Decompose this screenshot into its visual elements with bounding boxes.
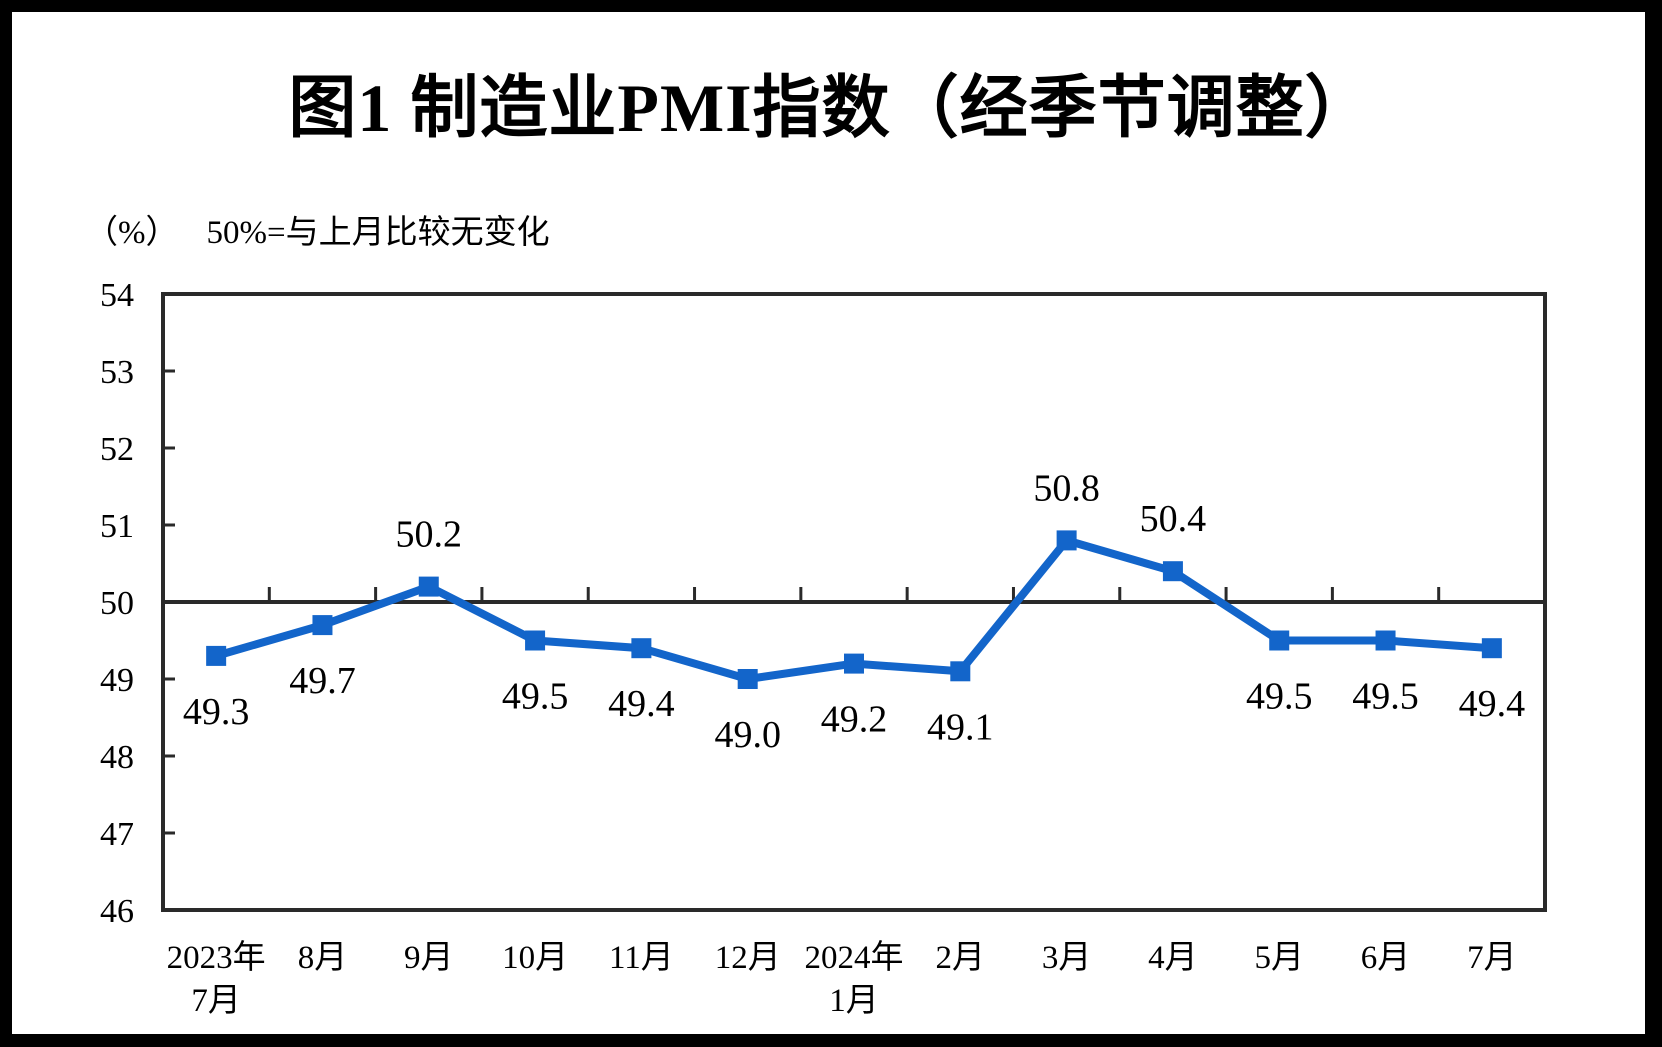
x-axis-label: 2023年 bbox=[167, 939, 266, 976]
data-point-label: 49.4 bbox=[608, 683, 675, 725]
data-point-marker bbox=[525, 630, 546, 651]
x-axis-label: 2月 bbox=[936, 940, 986, 976]
data-point-marker bbox=[737, 669, 758, 689]
y-axis-unit-label: （%） bbox=[85, 215, 179, 251]
y-axis-label: 48 bbox=[100, 739, 134, 776]
data-point-marker bbox=[844, 653, 864, 674]
data-point-marker bbox=[950, 661, 971, 682]
x-axis-label: 10月 bbox=[502, 940, 568, 976]
data-point-label: 49.5 bbox=[1246, 676, 1313, 718]
x-axis-label: 7月 bbox=[1467, 940, 1517, 976]
x-axis-label: 12月 bbox=[715, 940, 781, 976]
data-point-marker bbox=[1481, 638, 1502, 659]
data-point-label: 49.2 bbox=[821, 699, 888, 741]
data-point-label: 49.1 bbox=[927, 706, 994, 748]
y-axis-label: 49 bbox=[100, 662, 134, 699]
data-point-label: 49.0 bbox=[714, 714, 781, 756]
x-axis-label: 6月 bbox=[1361, 940, 1411, 976]
data-point-marker bbox=[1162, 561, 1183, 582]
data-point-label: 49.7 bbox=[289, 660, 356, 702]
x-axis-label: 9月 bbox=[404, 940, 454, 976]
x-axis-label: 8月 bbox=[298, 940, 348, 976]
y-axis-label: 47 bbox=[100, 816, 134, 853]
data-point-label: 49.5 bbox=[1352, 676, 1419, 718]
x-axis-label: 3月 bbox=[1042, 940, 1092, 976]
data-point-label: 50.2 bbox=[396, 514, 463, 556]
y-axis-label: 51 bbox=[100, 508, 134, 545]
y-axis-label: 52 bbox=[100, 431, 134, 468]
x-axis-label: 11月 bbox=[609, 940, 674, 976]
x-axis-label: 5月 bbox=[1254, 940, 1304, 976]
x-axis-label: 2024年 bbox=[805, 939, 904, 976]
data-point-label: 50.8 bbox=[1033, 467, 1100, 509]
data-point-marker bbox=[418, 576, 439, 597]
y-axis-label: 54 bbox=[100, 277, 134, 314]
data-point-label: 50.4 bbox=[1140, 498, 1207, 540]
data-point-marker bbox=[206, 645, 227, 666]
x-axis-label: 4月 bbox=[1148, 940, 1198, 976]
data-point-marker bbox=[1056, 530, 1077, 551]
y-axis-label: 53 bbox=[100, 354, 134, 391]
data-point-label: 49.4 bbox=[1459, 683, 1526, 725]
chart-title: 图1 制造业PMI指数（经季节调整） bbox=[288, 70, 1374, 146]
data-point-marker bbox=[312, 615, 333, 636]
x-axis-label: 1月 bbox=[829, 983, 879, 1019]
chart-subtitle: （%） 50%=与上月比较无变化 bbox=[85, 205, 550, 253]
data-point-marker bbox=[631, 638, 652, 659]
data-point-marker bbox=[1375, 630, 1396, 651]
data-point-label: 49.5 bbox=[502, 676, 569, 718]
y-axis-label: 50 bbox=[100, 585, 134, 622]
x-axis-label: 7月 bbox=[191, 983, 241, 1019]
data-point-label: 49.3 bbox=[183, 691, 250, 733]
y-axis-label: 46 bbox=[100, 893, 134, 930]
data-point-marker bbox=[1269, 630, 1290, 651]
reference-note: 50%=与上月比较无变化 bbox=[206, 215, 550, 251]
